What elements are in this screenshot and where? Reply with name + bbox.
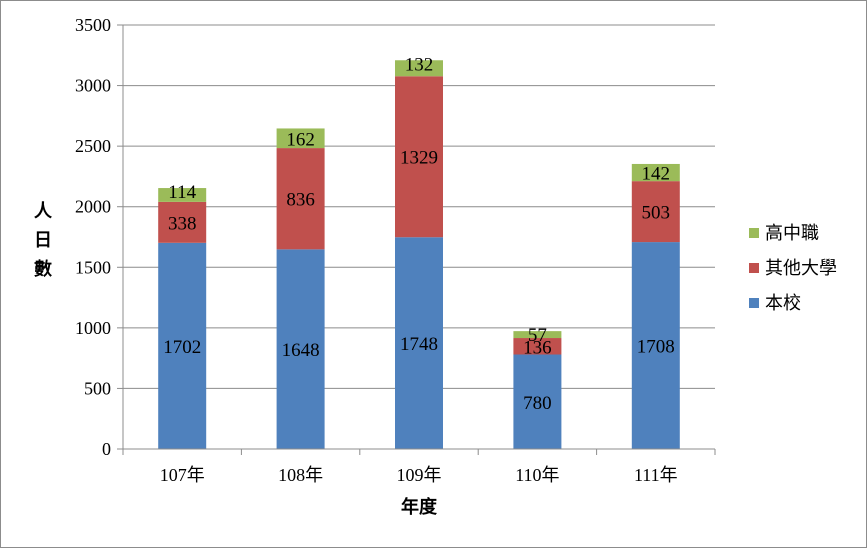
axis-titles: 年度 人日數 — [34, 201, 438, 517]
y-tick-label: 0 — [102, 439, 111, 459]
bar-segment — [276, 128, 325, 149]
x-tick-label: 109年 — [397, 465, 442, 485]
legend-swatch — [749, 263, 759, 273]
bar-segment — [276, 249, 325, 449]
bar-segment — [631, 181, 680, 243]
bar-segment — [395, 60, 443, 77]
bar-segment — [395, 76, 443, 238]
bar-segment — [513, 331, 562, 339]
bar-segment — [158, 188, 207, 202]
data-label: 142 — [642, 164, 671, 185]
legend-label: 高中職 — [765, 223, 819, 243]
x-tick-label: 110年 — [515, 465, 559, 485]
data-label: 114 — [168, 182, 196, 203]
legend-label: 其他大學 — [765, 258, 837, 278]
data-label: 136 — [523, 337, 552, 358]
data-label: 1748 — [400, 334, 438, 355]
data-label: 1329 — [400, 148, 438, 169]
legend-label: 本校 — [765, 293, 801, 313]
data-label: 1648 — [282, 340, 320, 361]
x-tick-label: 107年 — [160, 465, 205, 485]
y-tick-label: 3000 — [75, 76, 111, 96]
legend-swatch — [749, 228, 759, 238]
bar-segment — [513, 354, 562, 449]
x-tick-label: 108年 — [278, 465, 323, 485]
bar-segment — [158, 201, 207, 243]
y-tick-label: 2000 — [75, 197, 111, 217]
axes: 0 500 1000 1500 2000 2500 3000 3500 107年 108年 109年… — [75, 15, 716, 485]
data-label: 132 — [405, 54, 434, 75]
y-axis-title-char: 數 — [34, 259, 52, 279]
legend-swatch — [749, 298, 759, 308]
y-axis-title-char: 日 — [34, 230, 52, 250]
bar-segment — [158, 242, 207, 449]
x-axis-title: 年度 — [401, 496, 438, 517]
y-axis-title-char: 人 — [34, 201, 53, 221]
x-tick-label: 111年 — [634, 465, 678, 485]
y-tick-label: 2500 — [75, 136, 111, 156]
data-label: 780 — [523, 393, 552, 414]
y-tick-label: 3500 — [75, 15, 111, 35]
data-label: 338 — [168, 213, 197, 234]
bar-segment — [631, 242, 680, 449]
y-tick-label: 1000 — [75, 318, 111, 338]
data-label: 1708 — [637, 337, 675, 358]
data-label: 1702 — [163, 337, 201, 358]
data-label: 836 — [286, 190, 315, 211]
y-tick-label: 500 — [84, 378, 111, 398]
bar-segment — [395, 237, 443, 449]
bars — [158, 60, 680, 449]
data-label: 503 — [642, 203, 671, 224]
bar-segment — [631, 163, 680, 182]
bar-segment — [276, 148, 325, 250]
bar-segment — [513, 338, 562, 355]
data-label: 162 — [286, 129, 315, 150]
y-tick-label: 1500 — [75, 257, 111, 277]
data-label: 57 — [528, 325, 547, 346]
